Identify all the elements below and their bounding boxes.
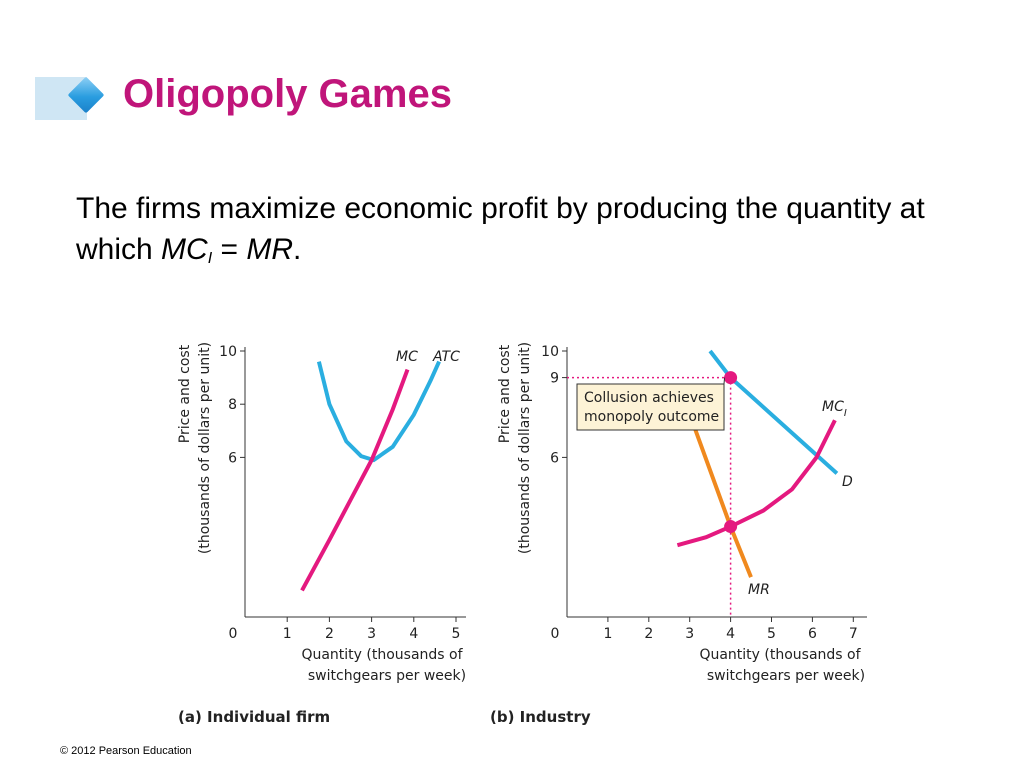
x-axis-label-b-line2: switchgears per week) <box>707 668 865 684</box>
chart-industry: 0 1 2 3 4 5 6 7 6 9 10 Collusion achieves monopoly… <box>490 342 867 726</box>
y-tick-label: 6 <box>550 450 559 466</box>
x-axis-label-b-line1: Quantity (thousands of <box>699 647 861 663</box>
x-tick-label: 0 <box>551 626 560 642</box>
x-tick-label: 2 <box>644 626 653 642</box>
x-tick-label: 1 <box>603 626 612 642</box>
x-axis-label-a-line1: Quantity (thousands of <box>301 647 463 663</box>
x-tick-label: 5 <box>452 626 461 642</box>
y-axis-label-a-line1: Price and cost <box>177 344 193 443</box>
callout-leader-line <box>723 377 726 385</box>
copyright-footer: © 2012 Pearson Education <box>60 745 192 757</box>
slide-body-text: The firms maximize economic profit by pr… <box>76 188 956 279</box>
y-tick-label: 9 <box>550 371 559 387</box>
atc-label: ATC <box>432 349 460 365</box>
chart-individual-firm: 0 1 2 3 4 5 6 8 10 MC ATC Price and cost (thousa… <box>177 342 466 726</box>
marginal-revenue-curve <box>691 424 753 578</box>
mc-mr-intersection-point <box>724 520 738 534</box>
y-tick-label: 6 <box>228 450 237 466</box>
x-tick-label: 4 <box>409 626 418 642</box>
body-text-lead: The firms maximize economic profit by pr… <box>76 192 925 266</box>
demand-label: D <box>842 474 853 490</box>
x-tick-label: 3 <box>685 626 694 642</box>
y-axis-label-b-line2: (thousands of dollars per unit) <box>517 342 533 554</box>
x-tick-label: 3 <box>367 626 376 642</box>
callout-line1: Collusion achieves <box>584 390 714 406</box>
mr-symbol: MR <box>246 233 294 266</box>
y-axis-label-b-line1: Price and cost <box>497 344 513 443</box>
x-tick-label: 5 <box>767 626 776 642</box>
slide-title: Oligopoly Games <box>123 72 452 116</box>
panel-title-b: (b) Industry <box>490 708 591 726</box>
mc-curve-industry <box>676 419 837 548</box>
x-tick-label: 2 <box>325 626 334 642</box>
x-tick-label: 4 <box>726 626 735 642</box>
y-tick-label: 10 <box>541 344 559 360</box>
body-text-period: . <box>293 233 302 266</box>
x-tick-label: 7 <box>849 626 858 642</box>
panel-title-a: (a) Individual firm <box>178 708 330 726</box>
callout-box <box>576 383 725 431</box>
y-axis-label-a-line2: (thousands of dollars per unit) <box>197 342 213 554</box>
mci-label-main: MC <box>822 399 844 415</box>
mr-label: MR <box>748 582 770 598</box>
y-tick-label: 8 <box>228 397 237 413</box>
x-tick-label: 0 <box>229 626 238 642</box>
y-tick-label: 10 <box>219 344 237 360</box>
x-tick-label: 6 <box>808 626 817 642</box>
equals-sign: = <box>212 233 247 266</box>
mc-label-firm: MC <box>396 349 418 365</box>
monopoly-price-point <box>724 371 738 385</box>
callout-line2: monopoly outcome <box>584 409 719 425</box>
mc-symbol: MC <box>161 233 208 266</box>
x-axis-label-a-line2: switchgears per week) <box>308 668 466 684</box>
mci-label: MCI <box>822 399 847 419</box>
mci-label-subscript: I <box>844 408 847 419</box>
mc-curve-firm <box>300 368 410 592</box>
x-tick-label: 1 <box>283 626 292 642</box>
mc-subscript: I <box>207 250 213 267</box>
